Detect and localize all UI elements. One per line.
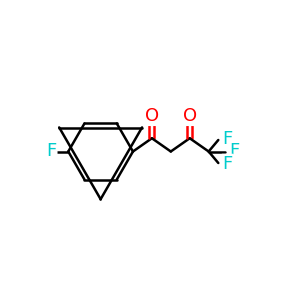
Text: F: F <box>46 142 56 160</box>
Text: O: O <box>145 106 159 124</box>
Text: O: O <box>183 106 197 124</box>
Text: F: F <box>230 142 240 160</box>
Text: F: F <box>223 155 233 173</box>
Text: F: F <box>223 130 233 148</box>
